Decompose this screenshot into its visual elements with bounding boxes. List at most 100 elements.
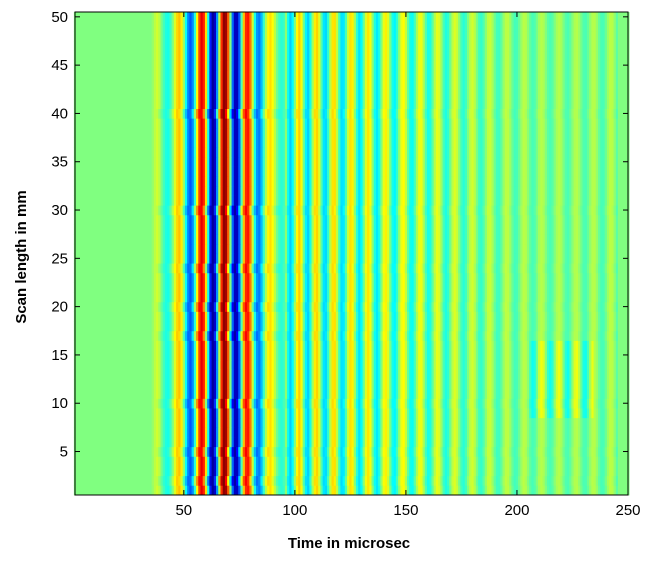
heatmap-cell — [233, 388, 237, 399]
heatmap-cell — [342, 427, 346, 438]
heatmap-cell — [76, 466, 79, 477]
heatmap-cell — [571, 466, 574, 477]
heatmap-cell — [104, 417, 108, 428]
heatmap-cell — [104, 466, 108, 477]
heatmap-cell — [613, 446, 617, 457]
heatmap-cell — [207, 475, 210, 486]
heatmap-cell — [111, 379, 115, 390]
heatmap-cell — [538, 359, 541, 370]
heatmap-cell — [109, 398, 113, 409]
heatmap-cell — [553, 388, 557, 399]
heatmap-cell — [153, 427, 157, 438]
heatmap-cell — [606, 456, 610, 467]
heatmap-cell — [191, 456, 195, 467]
heatmap-cell — [267, 417, 270, 428]
heatmap-cell — [371, 446, 375, 457]
heatmap-cell — [580, 427, 583, 438]
heatmap-cell — [486, 437, 490, 448]
heatmap-cell — [313, 311, 317, 322]
heatmap-cell — [253, 417, 257, 428]
heatmap-cell — [304, 456, 308, 467]
heatmap-cell — [440, 379, 443, 390]
heatmap-cell — [333, 427, 337, 438]
heatmap-cell — [267, 466, 270, 477]
heatmap-cell — [415, 437, 419, 448]
heatmap-cell — [586, 437, 590, 448]
heatmap-cell — [495, 456, 499, 467]
heatmap-cell — [102, 437, 106, 448]
heatmap-cell — [331, 369, 335, 380]
heatmap-cell — [104, 456, 108, 467]
heatmap-cell — [262, 350, 266, 361]
heatmap-cell — [564, 398, 568, 409]
heatmap-cell — [260, 427, 264, 438]
heatmap-cell — [113, 475, 117, 486]
heatmap-cell — [558, 427, 561, 438]
heatmap-cell — [264, 446, 268, 457]
heatmap-cell — [151, 437, 155, 448]
heatmap-cell — [371, 408, 375, 419]
heatmap-cell — [136, 485, 139, 496]
heatmap-cell — [384, 388, 388, 399]
heatmap-cell — [560, 475, 563, 486]
heatmap-cell — [220, 398, 224, 409]
heatmap-cell — [171, 350, 175, 361]
heatmap-cell — [176, 388, 179, 399]
heatmap-cell — [91, 456, 95, 467]
heatmap-cell — [558, 437, 561, 448]
heatmap-cell — [571, 359, 574, 370]
heatmap-cell — [78, 475, 81, 486]
heatmap-cell — [573, 456, 577, 467]
heatmap-cell — [609, 456, 612, 467]
heatmap-cell — [189, 446, 192, 457]
heatmap-cell — [393, 369, 397, 380]
heatmap-cell — [555, 427, 559, 438]
heatmap-cell — [280, 485, 284, 496]
heatmap-cell — [242, 466, 246, 477]
heatmap-cell — [524, 408, 528, 419]
heatmap-cell — [431, 398, 435, 409]
heatmap-cell — [551, 485, 554, 496]
heatmap-cell — [600, 388, 603, 399]
heatmap-cell — [515, 398, 519, 409]
heatmap-cell — [464, 350, 468, 361]
heatmap-cell — [407, 446, 410, 457]
heatmap-cell — [586, 408, 590, 419]
heatmap-cell — [518, 359, 521, 370]
heatmap-cell — [484, 379, 488, 390]
heatmap-cell — [251, 408, 255, 419]
heatmap-cell — [400, 408, 403, 419]
heatmap-cell — [573, 379, 577, 390]
heatmap-cell — [513, 456, 517, 467]
heatmap-cell — [133, 446, 137, 457]
heatmap-cell — [409, 369, 412, 380]
heatmap-cell — [233, 359, 237, 370]
heatmap-cell — [453, 475, 457, 486]
heatmap-cell — [362, 475, 366, 486]
heatmap-cell — [116, 408, 119, 419]
heatmap-cell — [91, 359, 95, 370]
heatmap-cell — [340, 369, 344, 380]
heatmap-cell — [360, 446, 363, 457]
heatmap-cell — [309, 379, 312, 390]
heatmap-cell — [291, 398, 295, 409]
heatmap-cell — [344, 475, 348, 486]
heatmap-cell — [147, 456, 150, 467]
heatmap-cell — [518, 466, 521, 477]
heatmap-cell — [482, 446, 486, 457]
heatmap-cell — [233, 427, 237, 438]
heatmap-cell — [580, 437, 583, 448]
heatmap-cell — [566, 379, 570, 390]
heatmap-cell — [493, 369, 497, 380]
heatmap-cell — [351, 398, 355, 409]
heatmap-cell — [582, 485, 586, 496]
heatmap-cell — [344, 456, 348, 467]
heatmap-cell — [280, 398, 284, 409]
heatmap-cell — [151, 427, 155, 438]
heatmap-cell — [502, 427, 506, 438]
heatmap-cell — [247, 475, 250, 486]
heatmap-cell — [318, 446, 321, 457]
heatmap-cell — [613, 427, 617, 438]
heatmap-cell — [462, 330, 466, 341]
heatmap-cell — [104, 408, 108, 419]
